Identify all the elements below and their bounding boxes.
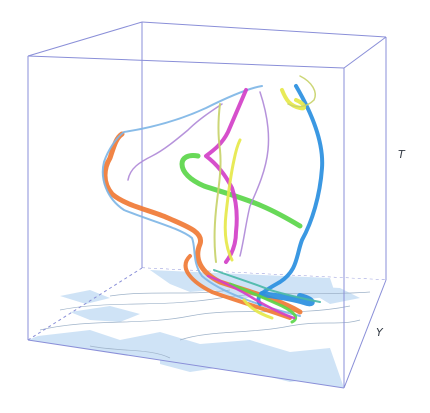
- axis-label-y: Y: [376, 326, 384, 339]
- cube-edge-top-left: [27, 21, 143, 57]
- trajectory-yellow[interactable]: [280, 88, 307, 111]
- trajectory-green[interactable]: [179, 153, 303, 229]
- trajectory-violet[interactable]: [127, 103, 223, 181]
- cube-edge-bottom-left: [27, 267, 143, 341]
- map-water-area: [160, 350, 230, 372]
- cube-edge-bottom-right: [343, 279, 387, 389]
- map-water-area: [150, 270, 336, 300]
- cube-edge-back-top: [141, 21, 387, 38]
- trajectory-blue[interactable]: [256, 84, 325, 306]
- trajectory-green[interactable]: [228, 282, 298, 324]
- cube-edge-front-bottom: [27, 339, 345, 389]
- cube-edge-front-top: [27, 55, 345, 69]
- map-border: [89, 345, 171, 359]
- map-water-area: [70, 306, 140, 322]
- map-border: [179, 319, 361, 341]
- trajectory-light-blue[interactable]: [101, 85, 301, 317]
- trajectory-olive[interactable]: [287, 75, 316, 108]
- cube-front-frame: [27, 21, 387, 389]
- map-water-area: [300, 286, 360, 304]
- cube-back-frame: [141, 21, 387, 281]
- map-water-area: [60, 290, 110, 304]
- trajectory-teal[interactable]: [213, 269, 321, 303]
- trajectory-yellow[interactable]: [223, 138, 242, 262]
- trajectory-violet[interactable]: [239, 91, 270, 257]
- trajectory-olive[interactable]: [213, 103, 222, 263]
- trajectory-magenta[interactable]: [204, 88, 248, 264]
- trajectory-layer: [101, 75, 325, 324]
- trajectory-orange[interactable]: [183, 254, 292, 320]
- trajectory-yellow[interactable]: [242, 298, 274, 320]
- base-map: [28, 268, 386, 388]
- cube-edge-top-right: [343, 36, 387, 69]
- map-border: [59, 291, 371, 311]
- trajectory-magenta[interactable]: [206, 274, 296, 320]
- axis-label-t: T: [398, 148, 406, 161]
